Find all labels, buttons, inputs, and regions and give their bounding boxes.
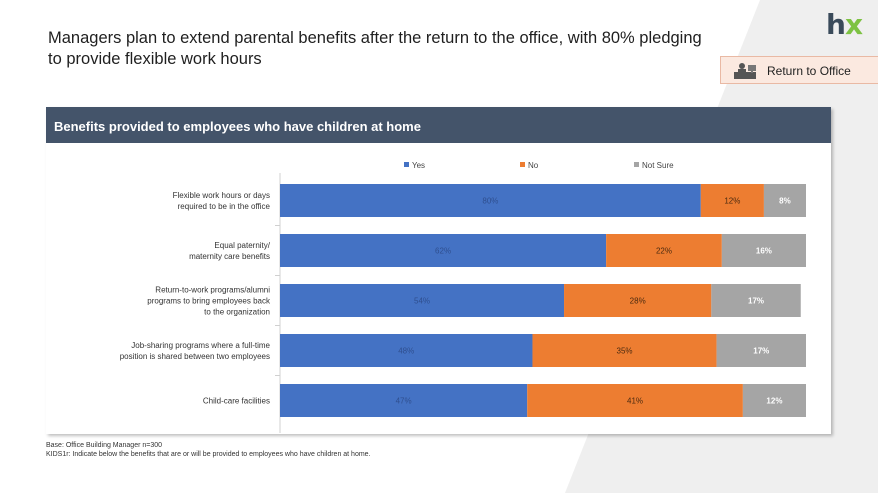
data-label-4-1: 41% [627,397,643,406]
data-label-1-1: 22% [656,247,672,256]
bar-2-0 [280,284,565,317]
bar-2-1 [564,284,712,317]
legend-swatch-1 [520,162,525,167]
bar-2-2 [711,284,801,317]
logo-h: h [826,8,846,41]
bar-4-1 [527,384,743,417]
legend-label-1: No [528,161,539,170]
bar-0-0 [280,184,701,217]
data-label-2-1: 28% [630,297,646,306]
category-label-1: Equal paternity/maternity care benefits [189,241,271,261]
footnote-base: Base: Office Building Manager n=300 [46,442,163,449]
data-label-2-2: 17% [748,297,764,306]
footnote-question: KIDS1r: Indicate below the benefits that… [46,451,371,458]
page-title: Managers plan to extend parental benefit… [48,29,702,68]
data-label-4-0: 47% [396,397,412,406]
bar-1-1 [606,234,722,267]
data-label-3-2: 17% [753,347,769,356]
bar-0-2 [763,184,806,217]
category-label-0: Flexible work hours or days required to b… [173,191,271,211]
category-label-3: Job-sharing programs where a full-time po… [120,341,271,361]
bar-3-2 [716,334,806,367]
data-label-1-2: 16% [756,247,772,256]
data-label-1-0: 62% [435,247,451,256]
bar-4-0 [280,384,528,417]
bar-0-1 [700,184,764,217]
logo-x: x [844,8,863,41]
bar-4-2 [742,384,806,417]
panel-header: Benefits provided to employees who have … [46,107,831,143]
data-label-0-2: 8% [779,197,791,206]
data-label-3-1: 35% [617,347,633,356]
legend-label-2: Not Sure [642,161,674,170]
data-label-0-0: 80% [482,197,498,206]
data-label-2-0: 54% [414,297,430,306]
tag-label: Return to Office [767,64,851,78]
data-label-3-0: 48% [398,347,414,356]
legend-swatch-2 [634,162,639,167]
category-label-4: Child-care facilities [203,397,270,406]
legend-label-0: Yes [412,161,425,170]
category-label-2: Return-to-work programs/alumni programs t… [147,286,271,317]
bar-3-0 [280,334,533,367]
hx-logo: hx [826,8,863,41]
bar-1-2 [721,234,806,267]
section-tag: Return to Office [720,56,878,84]
legend-swatch-0 [404,162,409,167]
bar-1-0 [280,234,607,267]
chart-panel: Benefits provided to employees who have … [46,107,831,434]
panel-title: Benefits provided to employees who have … [54,119,421,134]
data-label-4-2: 12% [766,397,782,406]
data-label-0-1: 12% [724,197,740,206]
bar-3-1 [532,334,717,367]
benefits-chart: Yes No Not Sure Flexible work hours or days… [120,161,806,433]
office-worker-icon [734,63,756,79]
